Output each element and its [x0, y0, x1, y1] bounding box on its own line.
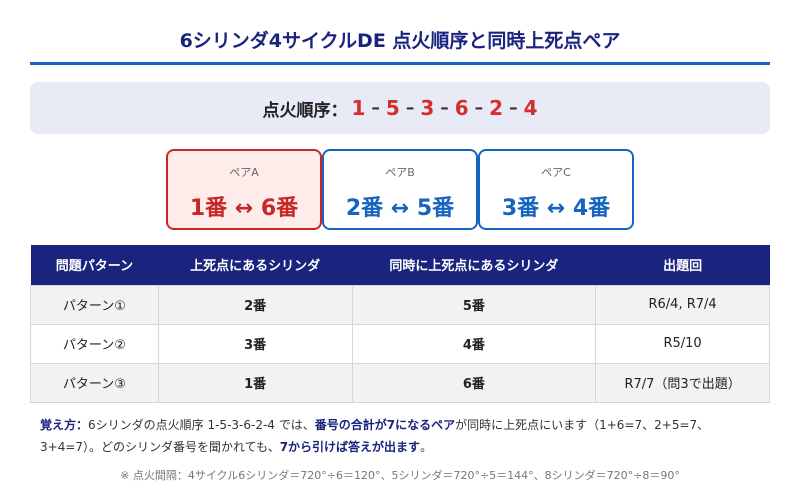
- firing-order-separator: –: [509, 98, 518, 118]
- cell-pattern: パターン②: [30, 323, 159, 364]
- note-text: 6シリンダの点火順序 1-5-3-6-2-4 では、: [88, 418, 315, 432]
- firing-order-separator: –: [474, 98, 484, 118]
- firing-order-number: 3: [420, 96, 435, 120]
- cell-tdc: 3番: [157, 323, 353, 364]
- firing-order-panel: 点火順序： 1–5–3–6–2–4: [30, 82, 770, 134]
- cell-same-tdc: 4番: [351, 323, 597, 364]
- header-exam: 出題回: [595, 245, 770, 285]
- table-row: パターン① 2番 5番 R6/4, R7/4: [30, 284, 770, 325]
- pair-value: 1番 ↔ 6番: [189, 196, 299, 221]
- pair-label: ペアA: [229, 166, 259, 179]
- cell-tdc: 1番: [157, 362, 353, 403]
- cell-same-tdc: 6番: [351, 362, 597, 403]
- page-title: 6シリンダ4サイクルDE 点火順序と同時上死点ペア: [179, 30, 621, 52]
- firing-order-number: 6: [454, 96, 469, 120]
- note-emphasis: 7から引けば答えが出ます: [279, 440, 421, 454]
- note-text: が同時に上死点にいます（1+6=7、2+5=7、3+4=7）。どのシリンダ番号を…: [40, 418, 710, 454]
- firing-order-separator: –: [405, 98, 415, 118]
- footnote: ※ 点火間隔：4サイクル6シリンダ＝720°÷6＝120°、5シリンダ＝720°…: [120, 469, 680, 482]
- cell-exam: R5/10: [595, 323, 770, 364]
- pair-value: 2番 ↔ 5番: [345, 196, 455, 221]
- pair-card-a: ペアA 1番 ↔ 6番: [166, 149, 322, 230]
- header-same-tdc: 同時に上死点にあるシリンダ: [352, 245, 596, 285]
- table-row: パターン② 3番 4番 R5/10: [30, 323, 770, 364]
- pair-card-c: ペアC 3番 ↔ 4番: [478, 149, 634, 230]
- note-emphasis: 番号の合計が7になるペア: [314, 418, 456, 432]
- cell-pattern: パターン①: [30, 284, 159, 325]
- cell-pattern: パターン③: [30, 362, 159, 403]
- firing-order-number: 1: [351, 96, 366, 120]
- firing-order-number: 5: [385, 96, 400, 120]
- pair-card-b: ペアB 2番 ↔ 5番: [322, 149, 478, 230]
- firing-order-separator: –: [440, 98, 449, 118]
- pair-value: 3番 ↔ 4番: [501, 196, 611, 221]
- pair-label: ペアB: [385, 166, 415, 179]
- cell-exam: R6/4, R7/4: [595, 284, 770, 325]
- pattern-table: 問題パターン 上死点にあるシリンダ 同時に上死点にあるシリンダ 出題回 パターン…: [30, 245, 770, 403]
- note-label: 覚え方：: [40, 418, 89, 432]
- table-row: パターン③ 1番 6番 R7/7（問3で出題）: [30, 362, 770, 403]
- mnemonic-note: 覚え方：6シリンダの点火順序 1-5-3-6-2-4 では、番号の合計が7になる…: [40, 414, 770, 458]
- firing-order-number: 4: [523, 96, 538, 120]
- table-header-row: 問題パターン 上死点にあるシリンダ 同時に上死点にあるシリンダ 出題回: [30, 245, 770, 285]
- cell-tdc: 2番: [157, 284, 353, 325]
- note-text: 。: [420, 440, 433, 454]
- header-tdc: 上死点にあるシリンダ: [158, 245, 353, 285]
- firing-order-number: 2: [489, 96, 504, 120]
- header-pattern: 問題パターン: [30, 245, 159, 285]
- firing-order-sequence: 1–5–3–6–2–4: [351, 96, 537, 120]
- cell-exam: R7/7（問3で出題）: [595, 362, 770, 403]
- firing-order-separator: –: [371, 98, 380, 118]
- title-divider: [30, 62, 770, 65]
- pair-label: ペアC: [541, 166, 571, 179]
- firing-order-label: 点火順序：: [262, 100, 348, 121]
- cell-same-tdc: 5番: [351, 284, 597, 325]
